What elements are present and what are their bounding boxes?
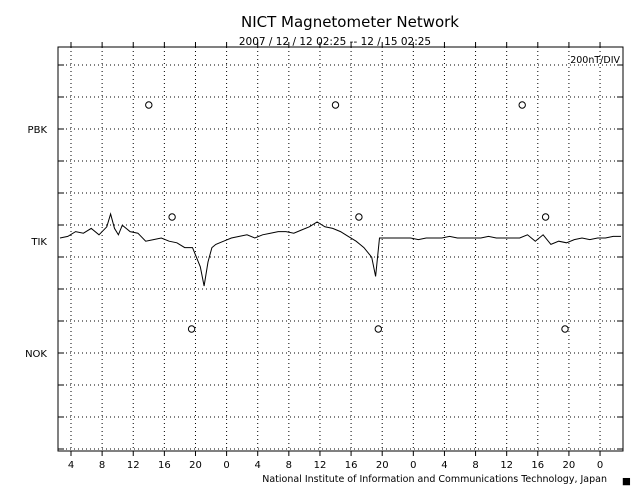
x-tick-label: 20 (563, 460, 576, 471)
x-tick-label: 12 (314, 460, 327, 471)
x-tick-label: 12 (500, 460, 513, 471)
x-tick-label: 16 (531, 460, 544, 471)
x-tick-label: 16 (158, 460, 171, 471)
marker-nok (561, 325, 569, 333)
markers (145, 101, 569, 333)
marker-tik (541, 213, 550, 221)
x-tick-label: 8 (286, 460, 292, 471)
grid (58, 47, 623, 451)
series-line-tik (59, 212, 621, 287)
x-tick-label: 4 (255, 460, 261, 471)
marker-pbk (331, 101, 340, 109)
x-tick-label: 4 (441, 460, 447, 471)
x-tick-label: 4 (68, 460, 74, 471)
x-tick-label: 8 (472, 460, 478, 471)
marker-nok (187, 325, 196, 333)
chart-subtitle: 2007 / 12 / 12 02:25 -- 12 / 15 02:25 (239, 36, 431, 48)
x-tick-label: 20 (189, 460, 202, 471)
footer-institution: National Institute of Information and Co… (262, 474, 607, 485)
ticks (58, 42, 623, 456)
x-tick-label: 16 (345, 460, 358, 471)
x-tick-label: 0 (223, 460, 229, 471)
footer-mark: ■ (622, 476, 631, 487)
marker-tik (355, 213, 363, 221)
x-tick-labels: 4 8 12 16 20 0 4 8 12 16 20 0 4 8 12 16 20 0 (68, 460, 603, 471)
x-tick-label: 20 (376, 460, 389, 471)
station-label-nok: NOK (25, 349, 47, 360)
marker-pbk (145, 101, 153, 109)
plot-frame (57, 46, 624, 452)
chart-title: NICT Magnetometer Network (241, 13, 459, 31)
x-tick-label: 12 (127, 460, 140, 471)
station-label-tik: TIK (30, 237, 47, 248)
x-tick-label: 0 (597, 460, 603, 471)
x-tick-label: 8 (99, 460, 105, 471)
scale-label: 200nT/DIV (570, 55, 620, 66)
x-tick-label: 0 (410, 460, 416, 471)
station-label-pbk: PBK (28, 125, 48, 136)
station-labels: PBK TIK NOK (25, 125, 47, 360)
marker-pbk (518, 101, 526, 109)
marker-tik (168, 213, 176, 221)
marker-nok (374, 325, 382, 333)
